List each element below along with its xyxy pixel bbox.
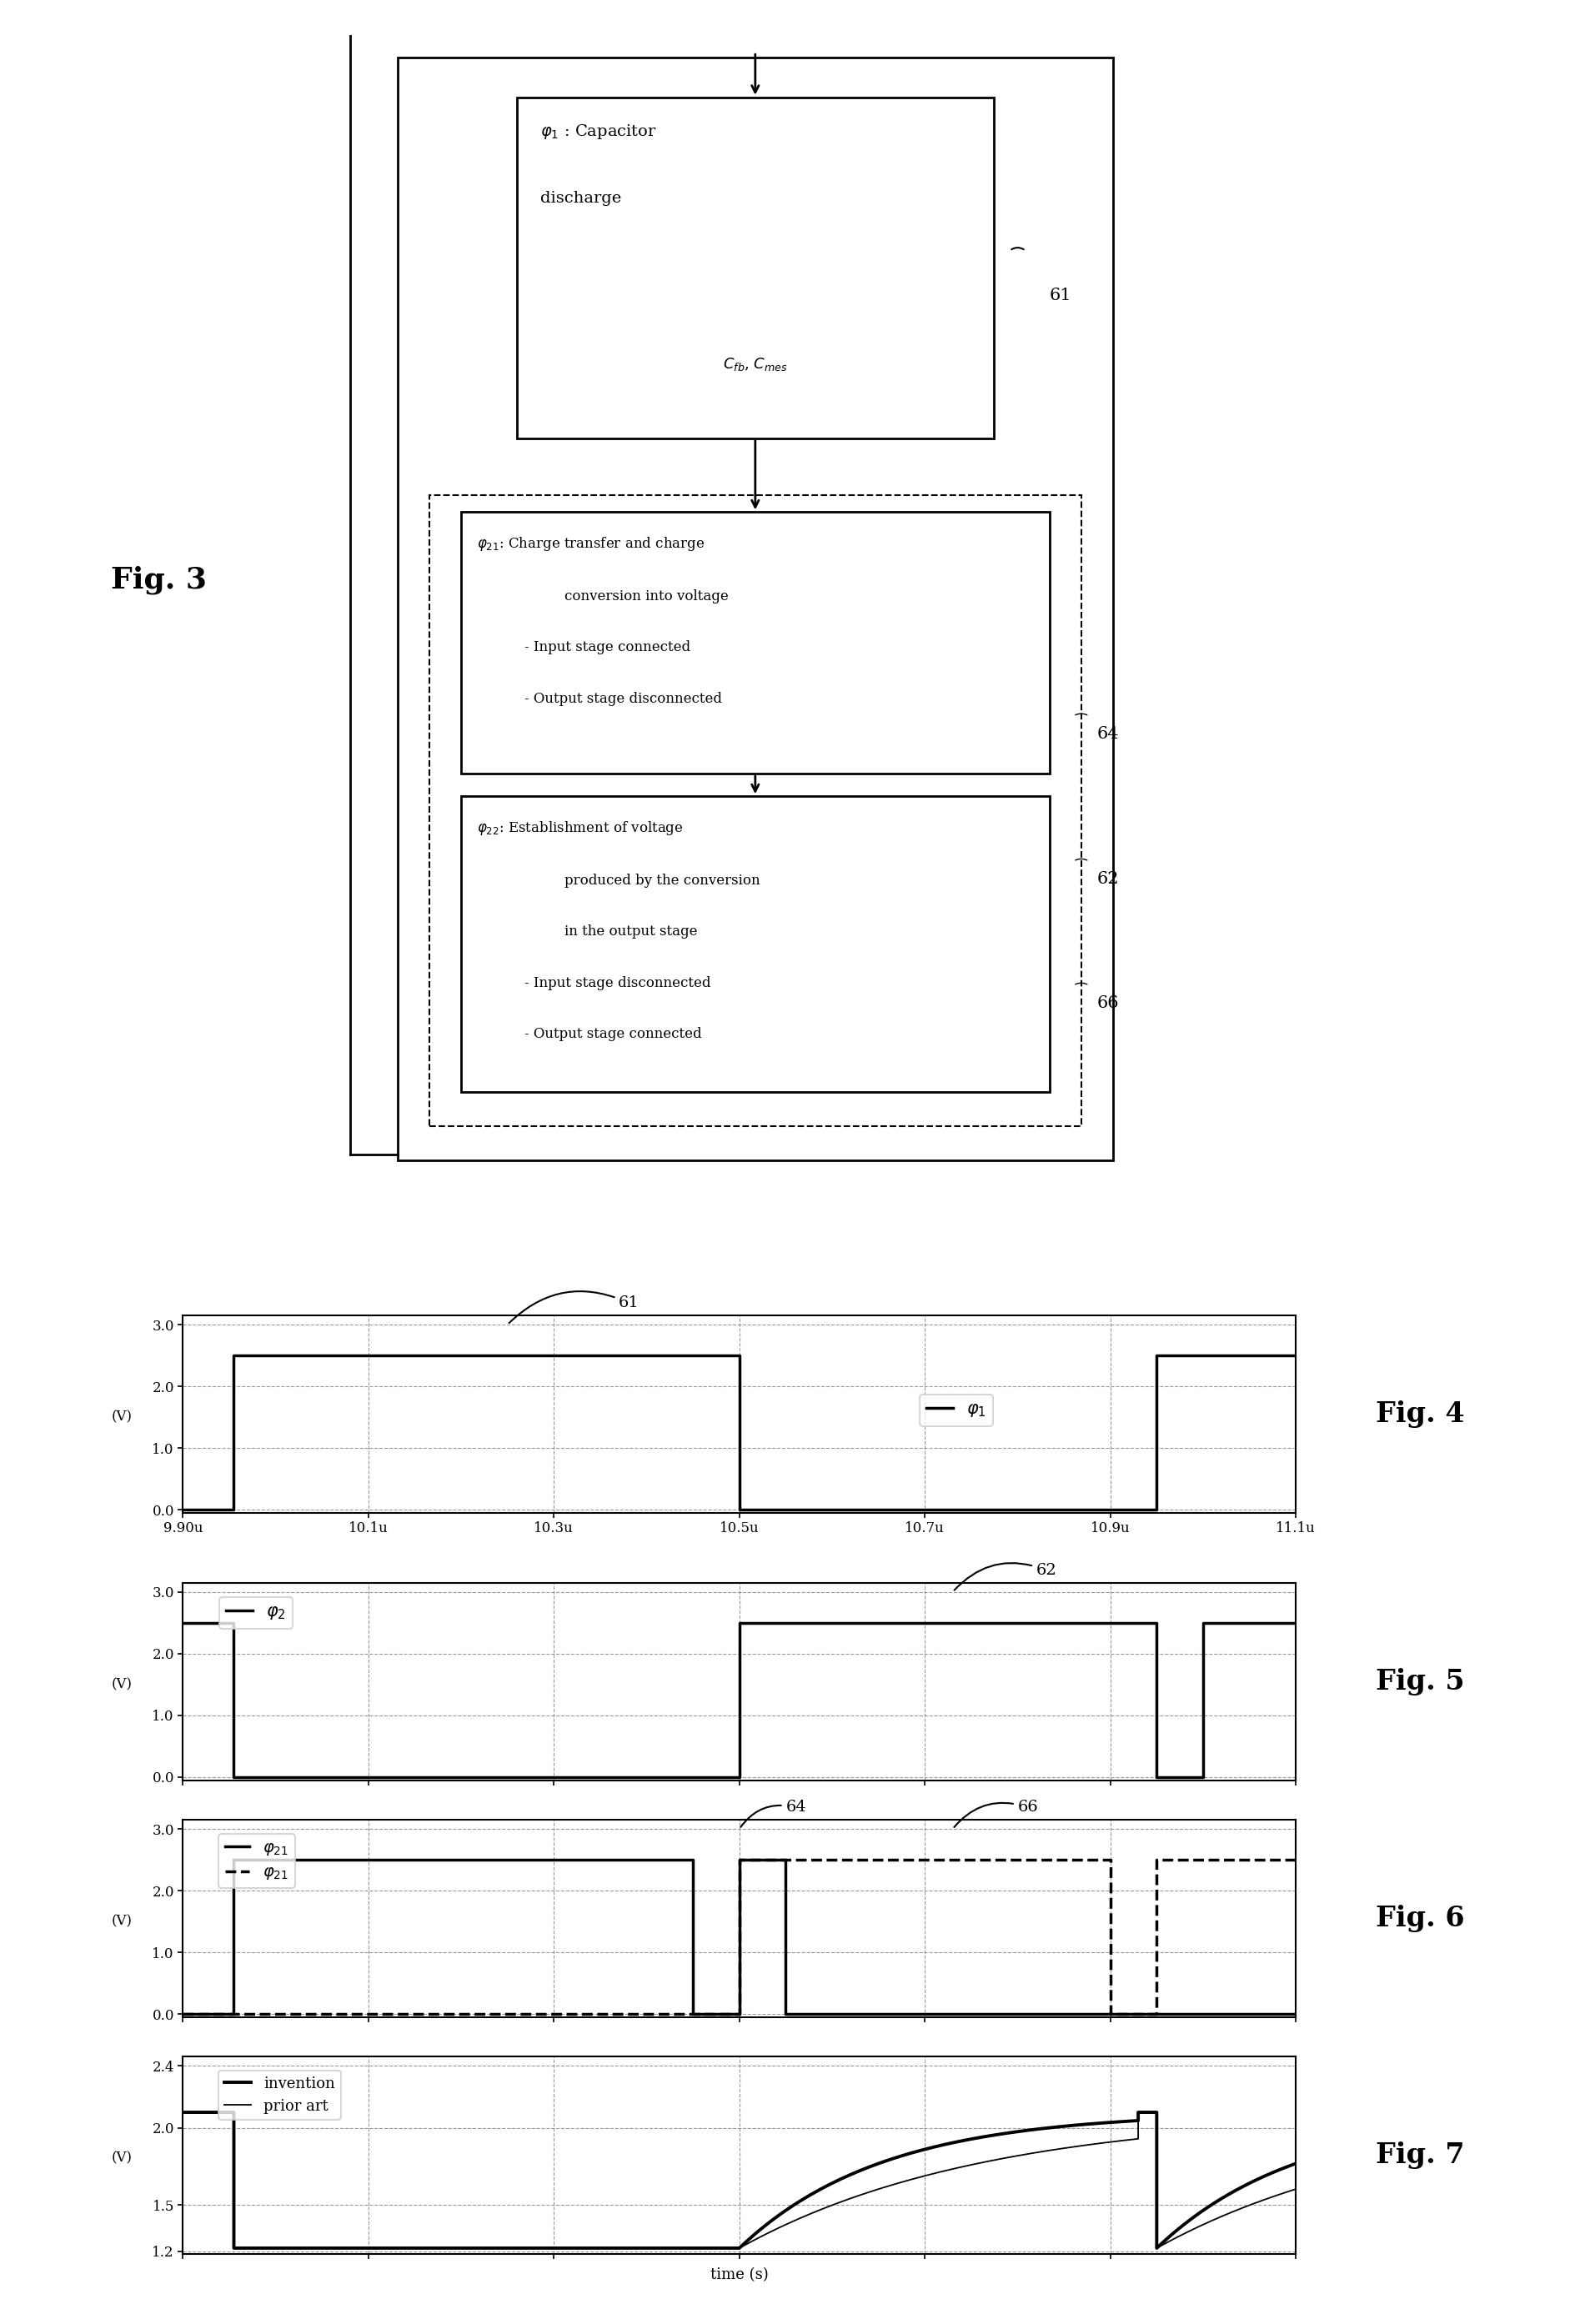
Text: produced by the conversion: produced by the conversion — [564, 874, 760, 888]
Text: 66: 66 — [954, 1801, 1038, 1827]
Text: 62: 62 — [1097, 872, 1119, 888]
Text: - Output stage connected: - Output stage connected — [525, 1027, 701, 1041]
Text: - Output stage disconnected: - Output stage disconnected — [525, 693, 722, 706]
Bar — [429, 495, 1081, 1125]
Text: 61: 61 — [509, 1292, 639, 1322]
Text: $\varphi_{21}$: Charge transfer and charge: $\varphi_{21}$: Charge transfer and char… — [477, 535, 704, 553]
Y-axis label: (V): (V) — [111, 2152, 132, 2166]
Y-axis label: (V): (V) — [111, 1678, 132, 1692]
Text: $C_{fb}$, $C_{mes}$: $C_{fb}$, $C_{mes}$ — [723, 356, 787, 372]
Text: 61: 61 — [1049, 288, 1072, 302]
Text: 62: 62 — [954, 1564, 1057, 1590]
Y-axis label: (V): (V) — [111, 1411, 132, 1425]
Text: - Input stage disconnected: - Input stage disconnected — [525, 976, 711, 990]
Y-axis label: (V): (V) — [111, 1915, 132, 1929]
X-axis label: time (s): time (s) — [711, 2268, 768, 2282]
Text: $\varphi_{22}$: Establishment of voltage: $\varphi_{22}$: Establishment of voltage — [477, 818, 684, 837]
Text: Fig. 3: Fig. 3 — [111, 567, 207, 595]
Legend: invention, prior art: invention, prior art — [218, 2071, 340, 2119]
Legend: $\varphi_2$: $\varphi_2$ — [219, 1597, 293, 1629]
Text: 64: 64 — [1097, 727, 1119, 741]
Text: in the output stage: in the output stage — [564, 925, 698, 939]
Text: Fig. 7: Fig. 7 — [1375, 2143, 1464, 2168]
Text: 64: 64 — [741, 1801, 806, 1827]
Text: conversion into voltage: conversion into voltage — [564, 590, 728, 604]
Legend: $\varphi_1$: $\varphi_1$ — [919, 1394, 994, 1427]
Text: $\varphi_1$ : Capacitor: $\varphi_1$ : Capacitor — [541, 123, 657, 142]
Bar — [398, 58, 1113, 1160]
Bar — [461, 797, 1049, 1092]
Bar — [517, 98, 994, 439]
Text: Fig. 5: Fig. 5 — [1375, 1669, 1464, 1694]
Legend: $\varphi_{21}$, $\varphi_{21}$: $\varphi_{21}$, $\varphi_{21}$ — [219, 1834, 294, 1887]
Text: discharge: discharge — [541, 191, 622, 205]
Text: Fig. 4: Fig. 4 — [1375, 1401, 1464, 1427]
Text: Fig. 6: Fig. 6 — [1375, 1906, 1464, 1931]
Text: - Input stage connected: - Input stage connected — [525, 641, 690, 655]
Text: 66: 66 — [1097, 995, 1119, 1011]
Bar — [461, 511, 1049, 774]
